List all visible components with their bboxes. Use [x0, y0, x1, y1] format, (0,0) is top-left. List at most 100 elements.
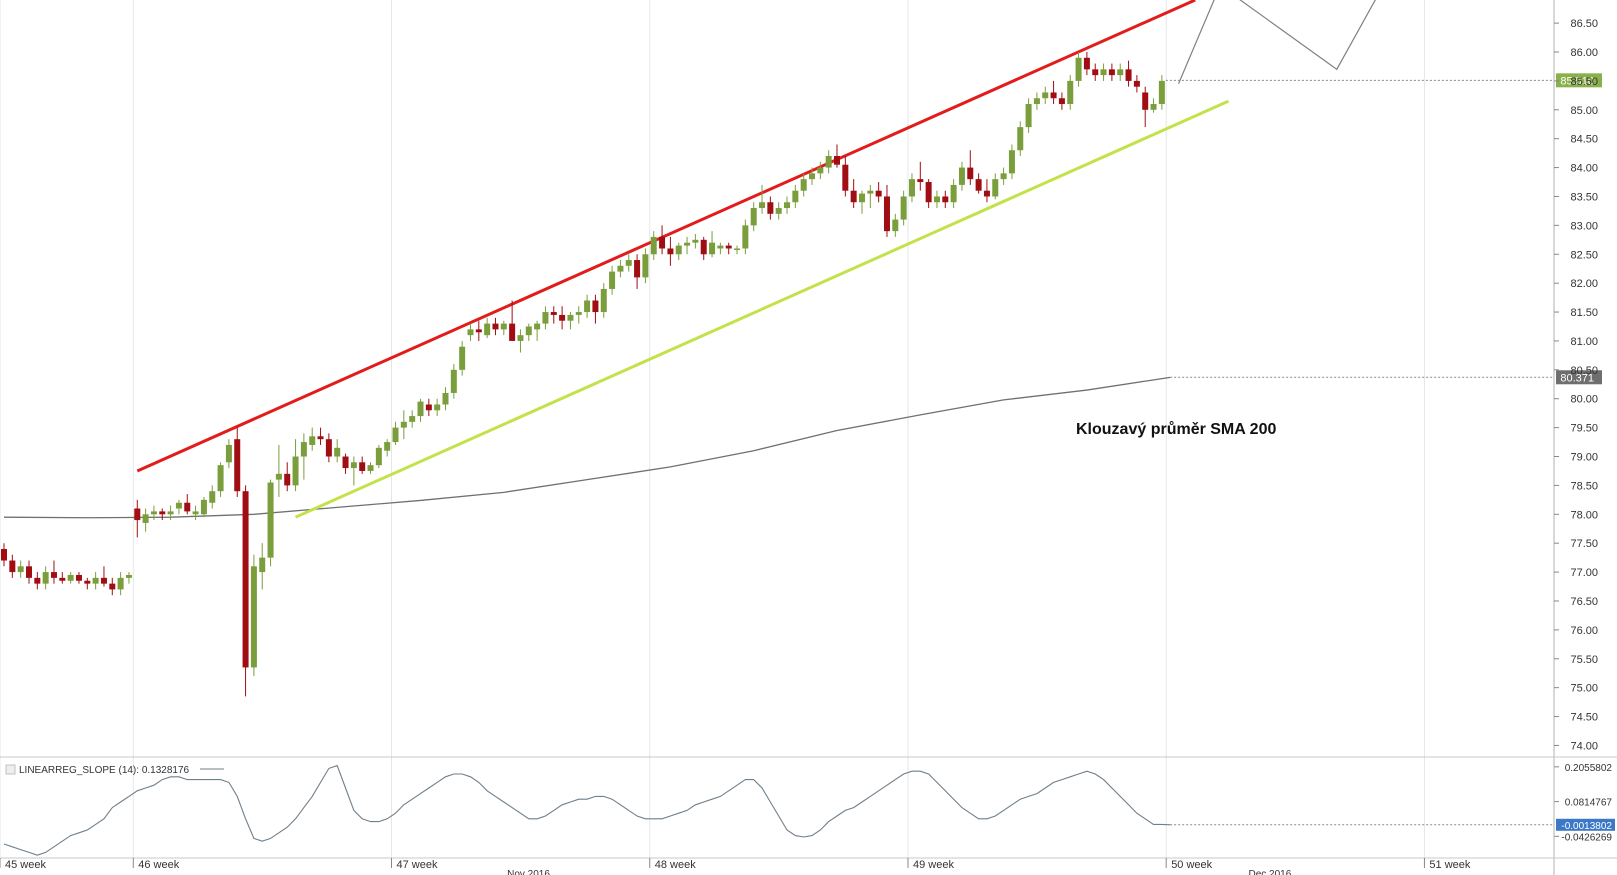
candle-body	[375, 447, 382, 466]
candle-body	[1117, 69, 1124, 76]
indicator-y-tick-label: 0.0814767	[1565, 798, 1613, 809]
candle-body	[617, 265, 624, 272]
y-tick-label: 81.50	[1570, 307, 1598, 319]
indicator-y-tick-label: 0.2055802	[1565, 763, 1613, 774]
x-tick-label: 46 week	[138, 859, 179, 871]
candle-body	[550, 312, 557, 315]
candle-body	[1067, 80, 1074, 105]
x-tick-label: 45 week	[5, 859, 46, 871]
sma-current-tag	[1556, 370, 1602, 385]
candle-body	[825, 156, 832, 168]
candle-body	[109, 583, 116, 590]
candle-body	[50, 572, 57, 578]
candle-body	[325, 439, 332, 457]
y-tick-label: 85.50	[1570, 76, 1598, 88]
current-price-tag	[1556, 73, 1602, 88]
candle-body	[167, 511, 174, 515]
candle-body	[275, 473, 282, 480]
candle-body	[642, 254, 649, 278]
candle-body	[975, 179, 982, 191]
candle-body	[675, 245, 682, 255]
candle-body	[992, 179, 999, 197]
x-tick-label: 49 week	[913, 859, 954, 871]
candle-body	[625, 260, 632, 266]
candle-body	[192, 511, 199, 515]
candle-body	[659, 236, 666, 249]
candle-body	[1158, 80, 1165, 105]
candle-body	[384, 442, 391, 451]
candle-body	[1050, 92, 1057, 99]
candle-body	[1108, 69, 1115, 76]
candle-body	[1000, 173, 1007, 180]
y-tick-label: 82.50	[1570, 249, 1598, 261]
x-tick-label: 51 week	[1429, 859, 1470, 871]
candle-body	[242, 491, 249, 668]
candle-body	[1033, 98, 1040, 105]
candle-body	[34, 577, 41, 584]
candle-body	[234, 439, 241, 492]
candle-body	[117, 577, 124, 590]
candle-body	[200, 499, 207, 515]
candle-body	[17, 566, 24, 573]
candle-body	[834, 156, 840, 165]
candle-body	[1008, 150, 1015, 174]
y-tick-label: 80.00	[1570, 394, 1598, 406]
candle-body	[892, 219, 899, 232]
candle-body	[125, 574, 132, 578]
x-tick-label: 50 week	[1171, 859, 1212, 871]
sma-200-annotation: Klouzavý průměr SMA 200	[1076, 421, 1276, 438]
candle-body	[417, 401, 424, 417]
grid	[0, 0, 1425, 858]
candle-body	[175, 502, 182, 509]
candle-body	[250, 566, 257, 668]
candle-body	[1125, 69, 1132, 81]
candle-body	[284, 473, 291, 486]
candle-body	[684, 242, 691, 246]
candle-body	[634, 260, 641, 278]
candle-body	[434, 404, 441, 411]
candle-body	[1075, 57, 1082, 81]
indicator-panel: 0.2055802 0.0814767 -0.0426269-0.0013802	[3, 763, 1615, 856]
candle-body	[775, 208, 782, 214]
candle-body	[700, 239, 707, 255]
candle-body	[1042, 92, 1049, 99]
month-label: Nov 2016	[507, 869, 550, 875]
resistance-line	[136, 0, 1196, 473]
candle-body	[25, 566, 32, 578]
candle-body	[933, 196, 940, 203]
candle-body	[367, 465, 374, 471]
candle-body	[100, 577, 107, 584]
candle-body	[575, 312, 582, 315]
y-tick-label: 78.50	[1570, 480, 1598, 492]
candle-body	[600, 288, 607, 313]
y-tick-label: 74.50	[1570, 712, 1598, 724]
candle-body	[967, 167, 974, 180]
y-tick-label: 77.50	[1570, 538, 1598, 550]
trend-lines	[136, 0, 1230, 519]
y-tick-label: 86.00	[1570, 47, 1598, 59]
candle-body	[1025, 104, 1032, 128]
candle-body	[725, 245, 732, 249]
candle-body	[584, 300, 591, 313]
candle-body	[925, 182, 932, 203]
candle-body	[142, 514, 149, 523]
candle-body	[875, 190, 882, 197]
y-tick-label: 79.50	[1570, 423, 1598, 435]
candle-body	[450, 369, 457, 393]
candle-body	[867, 190, 874, 194]
y-tick-label: 81.00	[1570, 336, 1598, 348]
candle-body	[292, 456, 299, 486]
candle-body	[459, 346, 466, 370]
candle-body	[1092, 69, 1099, 76]
candle-body	[134, 508, 141, 521]
x-tick-label: 47 week	[397, 859, 438, 871]
indicator-toggle-icon	[5, 764, 16, 775]
candle-body	[1017, 127, 1024, 151]
sma-200-path	[3, 376, 1171, 519]
candle-body	[958, 167, 965, 185]
candle-body	[942, 196, 949, 203]
candle-body	[317, 436, 324, 440]
candle-body	[883, 196, 890, 232]
candle-body	[392, 427, 399, 443]
